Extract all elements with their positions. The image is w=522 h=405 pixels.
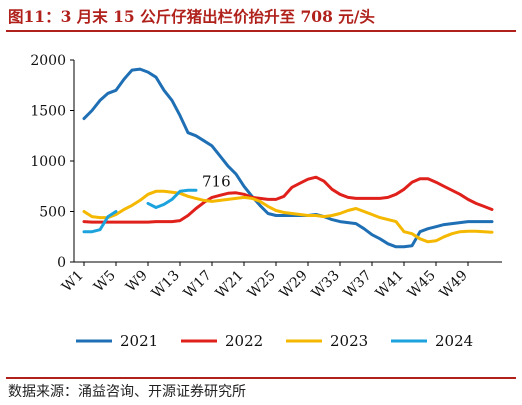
data-source-note: 数据来源：涌益咨询、开源证券研究所 <box>8 384 246 400</box>
y-tick-label: 1000 <box>30 154 66 170</box>
x-tick-label: W45 <box>405 268 439 302</box>
x-tick-label: W5 <box>91 268 119 296</box>
x-tick-label: W13 <box>149 268 183 302</box>
x-tick-label: W1 <box>59 268 87 296</box>
y-tick-label: 0 <box>57 255 66 271</box>
x-tick-label: W37 <box>341 268 375 302</box>
chart-series-lines <box>82 67 494 249</box>
chart-legend: 2021 2022 2023 2024 <box>76 332 473 350</box>
x-tick-label: W17 <box>181 268 215 302</box>
series-line-2024 <box>82 188 198 234</box>
series-line-2023 <box>82 189 494 244</box>
legend-label-2023: 2023 <box>330 332 368 350</box>
chart-axes: 0 500 1000 1500 2000 W1 W5 W9W13W17W21W25W29W33… <box>30 53 502 302</box>
top-rule <box>6 30 516 32</box>
x-tick-label: W29 <box>277 268 311 302</box>
legend-label-2022: 2022 <box>225 332 263 350</box>
y-tick-label: 1500 <box>30 104 66 120</box>
legend-label-2024: 2024 <box>435 332 473 350</box>
x-tick-label: W21 <box>213 268 247 302</box>
line-chart: 0 500 1000 1500 2000 W1 W5 W9W13W17W21W25W29W33… <box>30 53 502 350</box>
x-tick-label: W9 <box>123 268 151 296</box>
bottom-rule <box>6 377 516 379</box>
figure-title: 图11：3 月末 15 公斤仔猪出栏价抬升至 708 元/头 <box>8 7 375 26</box>
y-tick-label: 2000 <box>30 53 66 69</box>
y-tick-label: 500 <box>39 205 66 221</box>
series-line-2022 <box>82 175 494 224</box>
chart-annotations: 716 <box>202 173 231 191</box>
x-tick-label: W33 <box>309 268 343 302</box>
legend-label-2021: 2021 <box>120 332 158 350</box>
x-tick-label: W49 <box>437 268 471 302</box>
x-tick-label: W25 <box>245 268 279 302</box>
series-line-2021 <box>82 67 494 249</box>
x-tick-label: W41 <box>373 268 407 302</box>
value-annotation: 716 <box>202 173 231 191</box>
